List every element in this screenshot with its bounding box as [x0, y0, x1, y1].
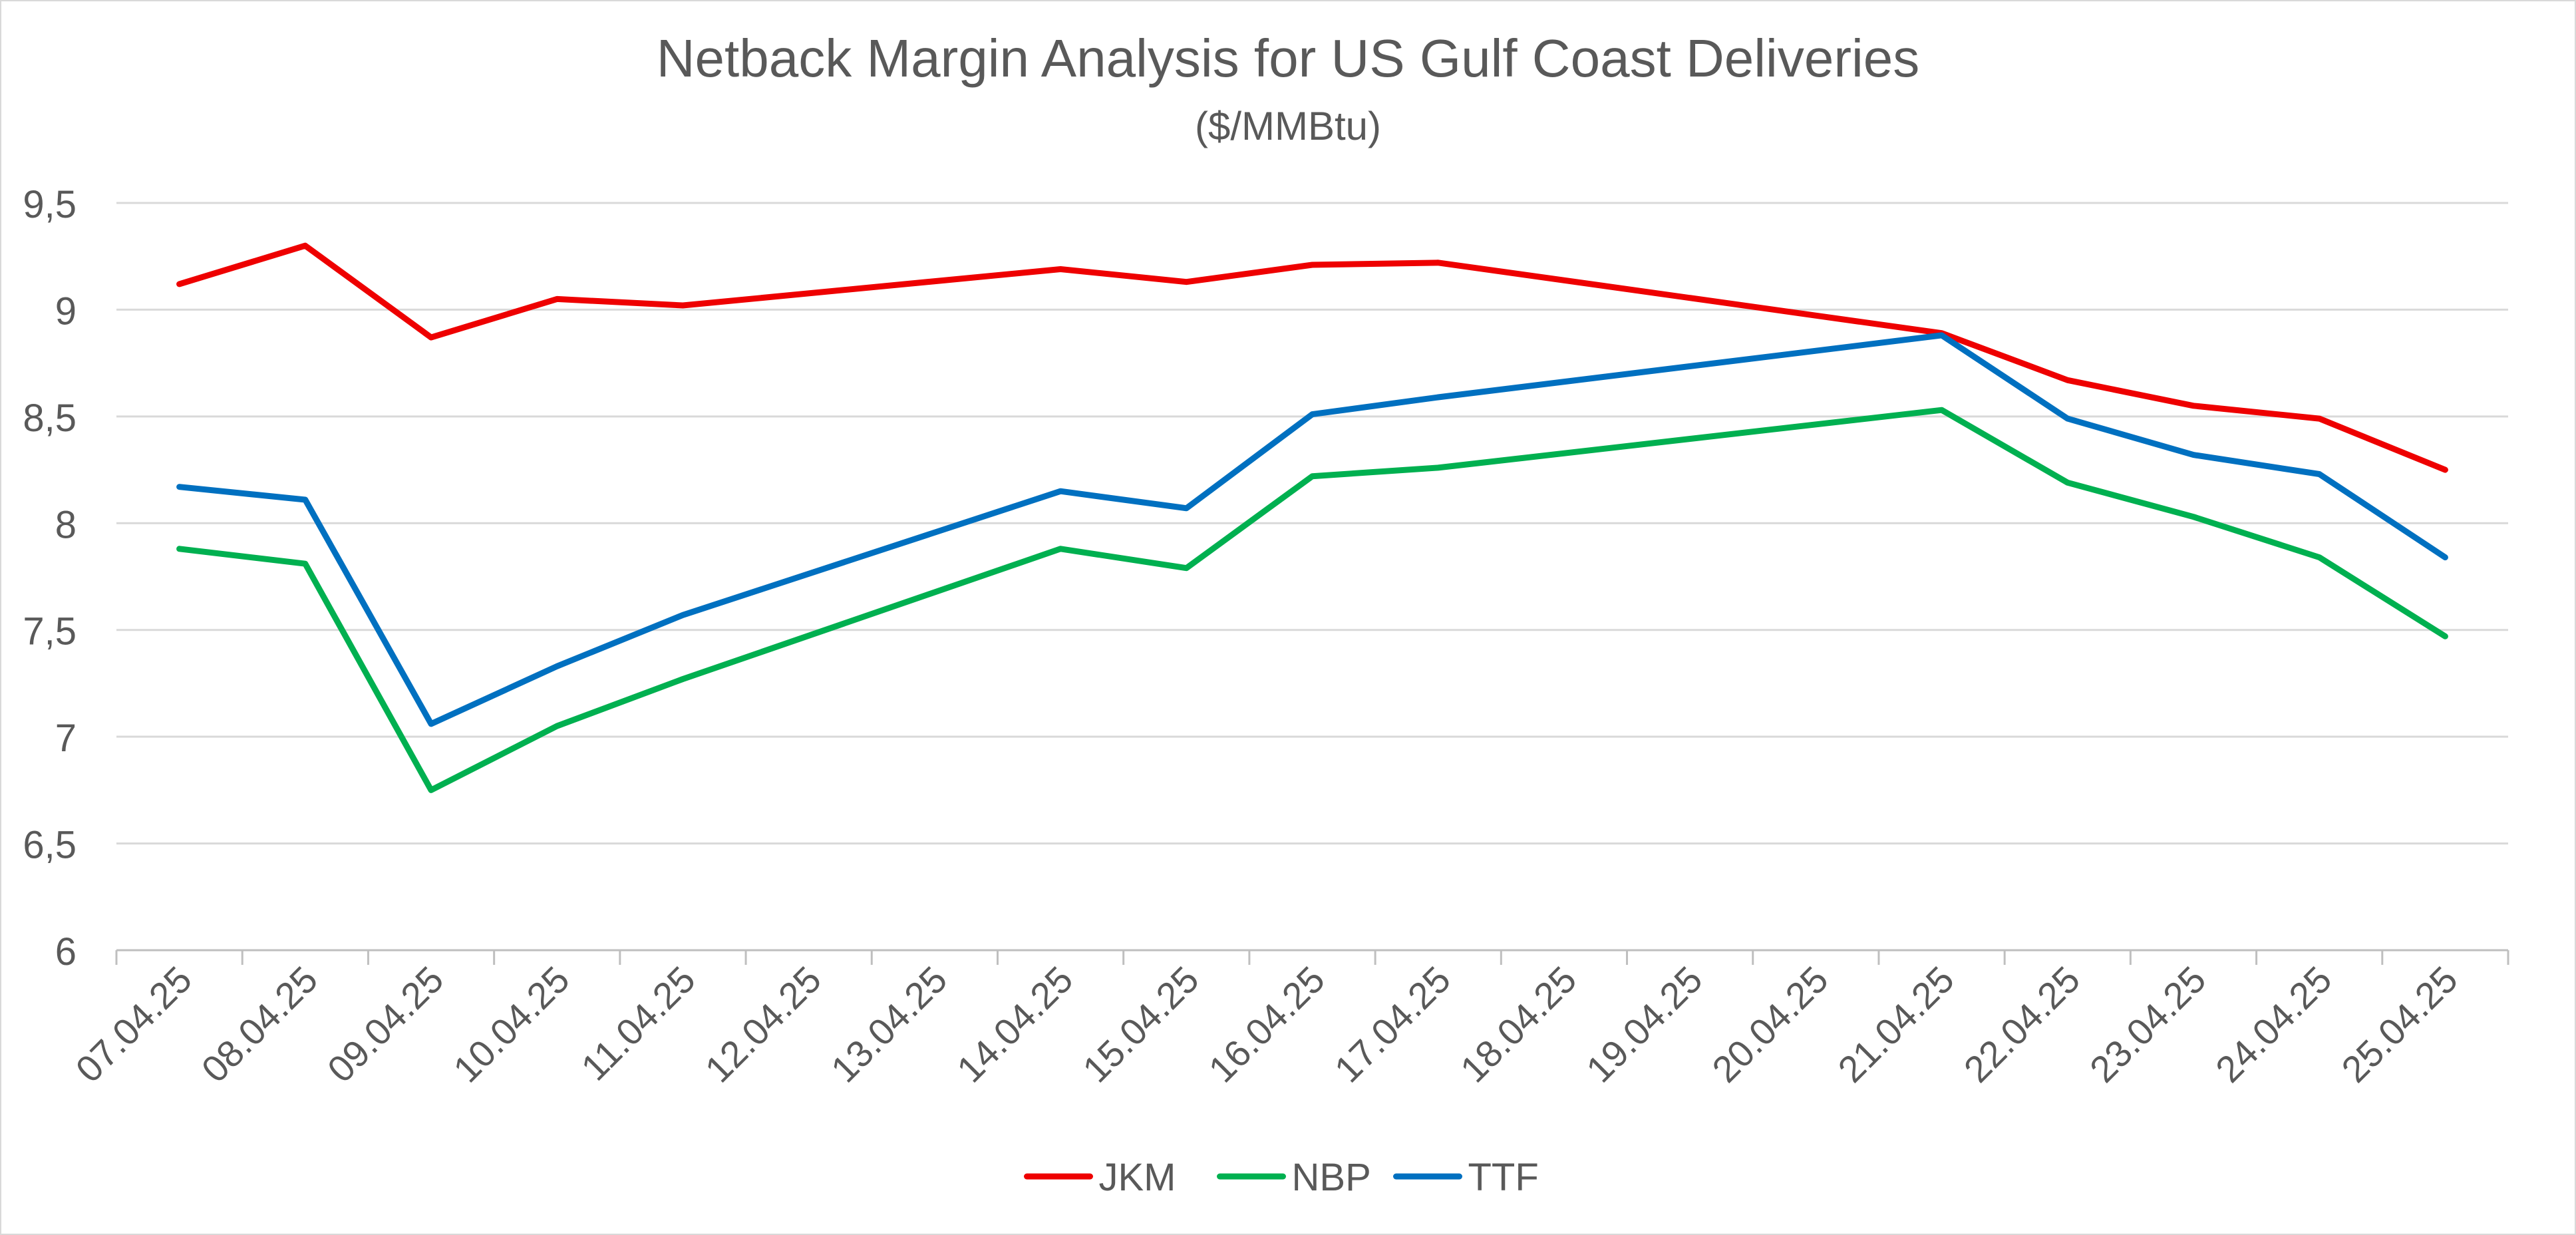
- x-tick-label: 09.04.25: [319, 958, 452, 1091]
- x-tick-label: 07.04.25: [67, 958, 200, 1091]
- x-tick-label: 10.04.25: [445, 958, 577, 1091]
- x-tick-label: 15.04.25: [1074, 958, 1207, 1091]
- x-tick-label: 18.04.25: [1452, 958, 1585, 1091]
- y-axis: 6 6,5 7 7,5 8 8,5 9 9,5: [23, 183, 77, 973]
- x-axis: 07.04.2508.04.2509.04.2510.04.2511.04.25…: [67, 949, 2509, 1091]
- gridlines: [116, 202, 2508, 845]
- x-tick-label: 12.04.25: [697, 958, 829, 1091]
- x-tick-label: 23.04.25: [2082, 958, 2214, 1091]
- chart-title: Netback Margin Analysis for US Gulf Coas…: [657, 29, 1919, 88]
- y-tick-label: 8: [55, 503, 77, 546]
- legend: JKM NBP TTF: [1024, 1156, 1539, 1199]
- x-tick-label: 17.04.25: [1327, 958, 1459, 1091]
- series-line-nbp: [176, 407, 2448, 793]
- y-tick-label: 9,5: [23, 183, 77, 226]
- x-tick-label: 13.04.25: [823, 958, 955, 1091]
- y-tick-label: 9: [55, 289, 77, 333]
- x-tick-label: 19.04.25: [1578, 958, 1710, 1091]
- x-tick-label: 20.04.25: [1704, 958, 1836, 1091]
- x-tick-label: 21.04.25: [1830, 958, 1962, 1091]
- x-tick-label: 24.04.25: [2207, 958, 2340, 1091]
- x-tick-label: 11.04.25: [573, 958, 703, 1089]
- y-tick-label: 8,5: [23, 397, 77, 440]
- chart-subtitle: ($/MMBtu): [1195, 104, 1381, 148]
- x-tick-label: 16.04.25: [1200, 958, 1333, 1091]
- y-tick-label: 7,5: [23, 610, 77, 653]
- x-tick-label: 22.04.25: [1956, 958, 2088, 1091]
- series-line-ttf: [176, 332, 2448, 727]
- x-tick-label: 25.04.25: [2333, 958, 2466, 1091]
- series-lines: [176, 242, 2448, 793]
- x-tick-label: 08.04.25: [194, 958, 326, 1091]
- legend-label-nbp: NBP: [1292, 1156, 1371, 1199]
- series-line-jkm: [176, 242, 2448, 473]
- legend-label-jkm: JKM: [1099, 1156, 1176, 1199]
- y-tick-label: 6: [55, 930, 77, 973]
- y-tick-label: 7: [55, 717, 77, 760]
- x-tick-label: 14.04.25: [949, 958, 1081, 1091]
- legend-label-ttf: TTF: [1468, 1156, 1539, 1199]
- y-tick-label: 6,5: [23, 824, 77, 867]
